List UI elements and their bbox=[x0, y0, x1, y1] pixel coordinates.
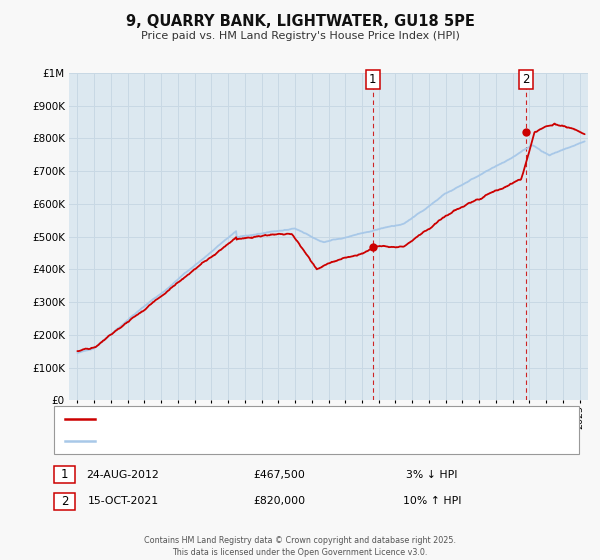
Text: £467,500: £467,500 bbox=[253, 470, 305, 480]
Text: HPI: Average price, detached house, Surrey Heath: HPI: Average price, detached house, Surr… bbox=[99, 436, 349, 446]
Text: 1: 1 bbox=[61, 468, 68, 482]
Text: 2: 2 bbox=[522, 73, 530, 86]
Text: 10% ↑ HPI: 10% ↑ HPI bbox=[403, 496, 461, 506]
Text: 2: 2 bbox=[61, 494, 68, 508]
Text: 3% ↓ HPI: 3% ↓ HPI bbox=[406, 470, 458, 480]
Text: £820,000: £820,000 bbox=[253, 496, 305, 506]
Text: 24-AUG-2012: 24-AUG-2012 bbox=[86, 470, 160, 480]
Text: 9, QUARRY BANK, LIGHTWATER, GU18 5PE: 9, QUARRY BANK, LIGHTWATER, GU18 5PE bbox=[125, 14, 475, 29]
Text: 9, QUARRY BANK, LIGHTWATER, GU18 5PE (detached house): 9, QUARRY BANK, LIGHTWATER, GU18 5PE (de… bbox=[99, 414, 401, 424]
Text: Price paid vs. HM Land Registry's House Price Index (HPI): Price paid vs. HM Land Registry's House … bbox=[140, 31, 460, 41]
Text: 15-OCT-2021: 15-OCT-2021 bbox=[88, 496, 158, 506]
Text: 1: 1 bbox=[369, 73, 377, 86]
Text: Contains HM Land Registry data © Crown copyright and database right 2025.
This d: Contains HM Land Registry data © Crown c… bbox=[144, 536, 456, 557]
